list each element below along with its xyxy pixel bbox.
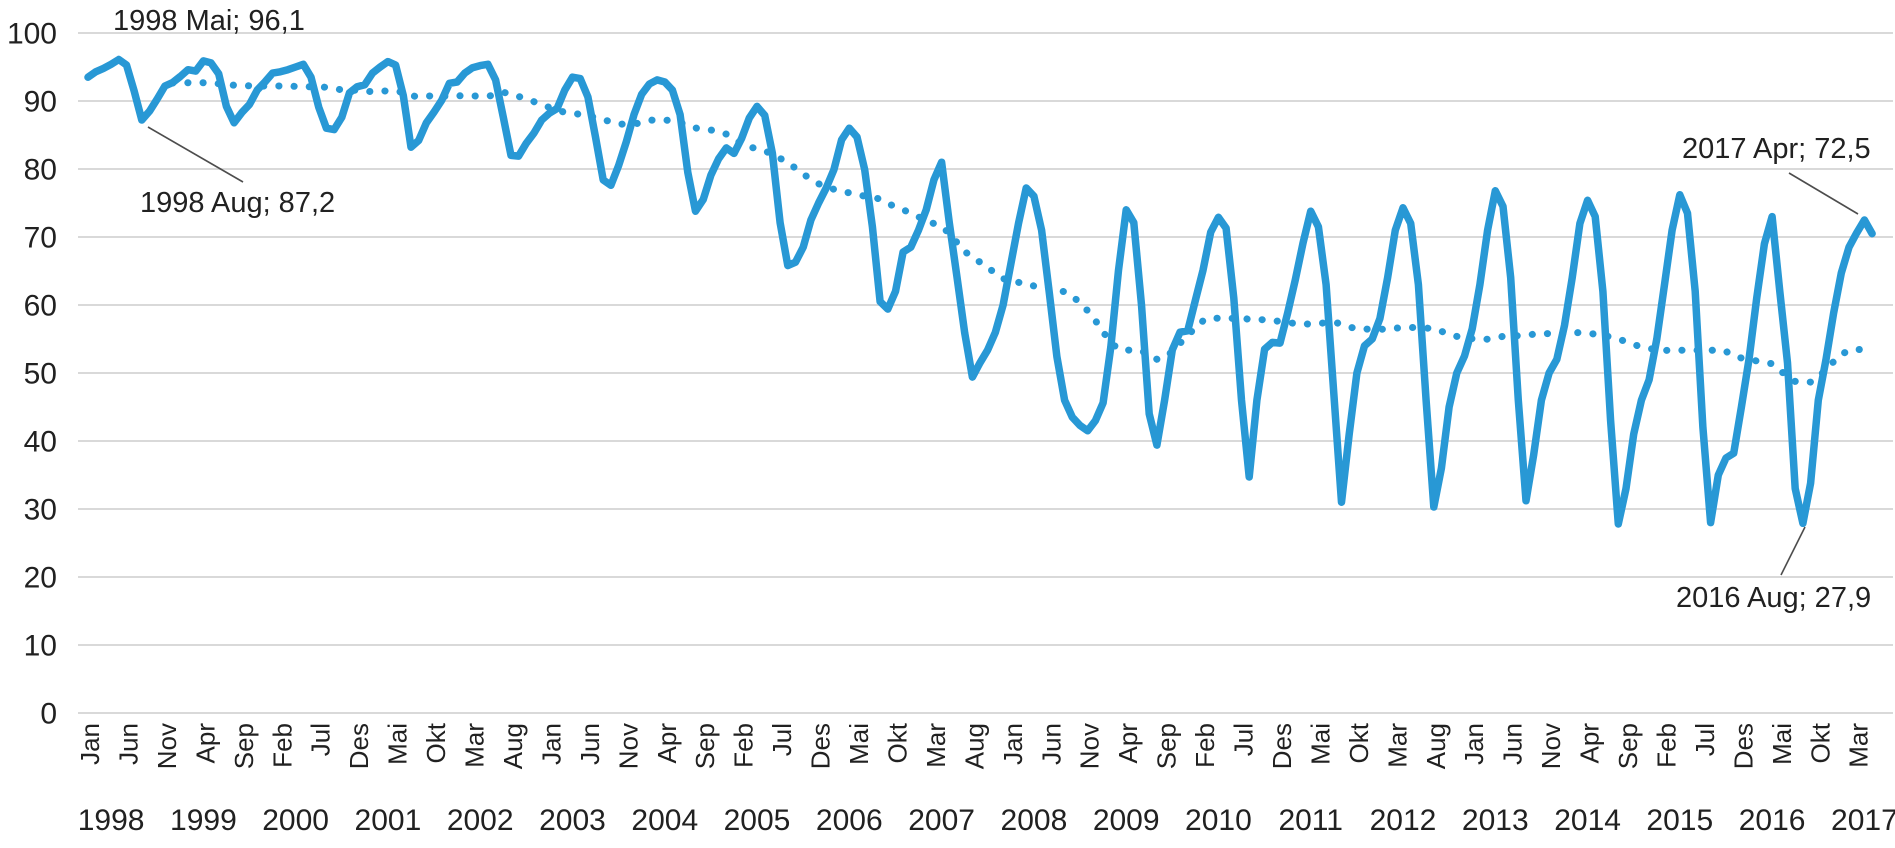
year-label: 2004 [631,804,698,837]
year-label: 2013 [1462,804,1529,837]
month-tick-label: Okt [883,722,913,763]
year-label: 2009 [1093,804,1160,837]
month-tick-label: Jul [306,723,336,756]
year-label: 1999 [170,804,237,837]
month-tick-label: Jul [767,723,797,756]
month-tick-label: Jan [1459,723,1489,765]
month-tick-label: Jul [1229,723,1259,756]
year-label: 2007 [908,804,975,837]
year-label: 2010 [1185,804,1252,837]
month-tick-label: Mar [1382,723,1412,768]
month-tick-label: Okt [1344,722,1374,763]
month-tick-label: Mai [1305,723,1335,765]
y-tick-label: 70 [24,222,57,255]
year-label: 2001 [355,804,422,837]
annotation-label: 2017 Apr; 72,5 [1682,133,1871,165]
y-tick-label: 10 [24,630,57,663]
month-tick-label: Apr [652,723,682,764]
month-tick-label: Nov [1536,723,1566,769]
month-tick-label: Nov [1075,723,1105,769]
year-label: 2012 [1370,804,1437,837]
month-tick-label: Feb [729,723,759,768]
y-tick-label: 80 [24,154,57,187]
year-label: 1998 [78,804,145,837]
year-label: 2016 [1739,804,1806,837]
annotation-leader-line [1788,172,1859,215]
y-tick-label: 90 [24,86,57,119]
month-tick-label: Aug [1421,723,1451,769]
month-tick-label: Nov [613,723,643,769]
month-tick-label: Sep [690,723,720,769]
month-tick-label: Jan [536,723,566,765]
year-label: 2015 [1646,804,1713,837]
y-tick-label: 0 [40,698,57,731]
month-tick-label: Mar [921,723,951,768]
month-tick-label: Jul [1690,723,1720,756]
month-tick-label: Aug [959,723,989,769]
month-tick-label: Des [1267,723,1297,769]
month-tick-label: Mai [1767,723,1797,765]
month-tick-label: Des [806,723,836,769]
year-label: 2008 [1001,804,1068,837]
annotation-leader-line [1780,526,1806,576]
annotation-label: 1998 Aug; 87,2 [140,187,335,219]
annotation-leader-line [147,126,244,183]
month-tick-label: Mai [844,723,874,765]
month-tick-label: Jun [575,723,605,765]
y-tick-label: 100 [7,18,57,51]
annotation-label: 2016 Aug; 27,9 [1676,582,1871,614]
month-axis-labels: Jan Jun Nov Apr Sep Feb Jul Des Mai Okt Mar Aug Jan J… [75,722,1874,769]
month-tick-label: Feb [1652,723,1682,768]
year-label: 2006 [816,804,883,837]
month-tick-label: Jan [75,723,105,765]
month-tick-label: Feb [267,723,297,768]
month-tick-label: Mar [460,723,490,768]
month-tick-label: Apr [190,723,220,764]
month-tick-label: Jun [113,723,143,765]
y-axis-labels: 0 10 20 30 40 50 60 70 80 90 100 [7,18,57,731]
month-tick-label: Apr [1113,723,1143,764]
month-tick-label: Jun [1498,723,1528,765]
month-tick-label: Sep [1152,723,1182,769]
y-tick-label: 20 [24,562,57,595]
y-tick-label: 40 [24,426,57,459]
y-tick-label: 60 [24,290,57,323]
year-label: 2002 [447,804,514,837]
month-tick-label: Okt [421,722,451,763]
y-tick-label: 50 [24,358,57,391]
month-tick-label: Des [344,723,374,769]
month-tick-label: Jun [1036,723,1066,765]
month-tick-label: Mai [383,723,413,765]
month-tick-label: Feb [1190,723,1220,768]
annotation-label: 1998 Mai; 96,1 [113,5,305,37]
year-label: 2017 [1831,804,1895,837]
month-tick-label: Nov [152,723,182,769]
month-tick-label: Aug [498,723,528,769]
year-label: 2011 [1278,804,1343,837]
annotations: 1998 Mai; 96,1 1998 Aug; 87,2 2017 Apr; 72… [113,5,1871,614]
year-label: 2005 [724,804,791,837]
year-label: 2000 [262,804,329,837]
trend-line [169,79,1876,386]
year-axis-labels: 1998 1999 2000 2001 2002 2003 2004 2005 2006 2007… [78,804,1895,837]
y-tick-label: 30 [24,494,57,527]
year-label: 2014 [1554,804,1621,837]
month-tick-label: Apr [1575,723,1605,764]
month-tick-label: Okt [1805,722,1835,763]
month-tick-label: Mar [1844,723,1874,768]
data-line [84,55,1876,528]
month-tick-label: Sep [1613,723,1643,769]
month-tick-label: Jan [998,723,1028,765]
month-tick-label: Des [1728,723,1758,769]
gridlines [78,32,1893,714]
year-label: 2003 [539,804,606,837]
month-tick-label: Sep [229,723,259,769]
